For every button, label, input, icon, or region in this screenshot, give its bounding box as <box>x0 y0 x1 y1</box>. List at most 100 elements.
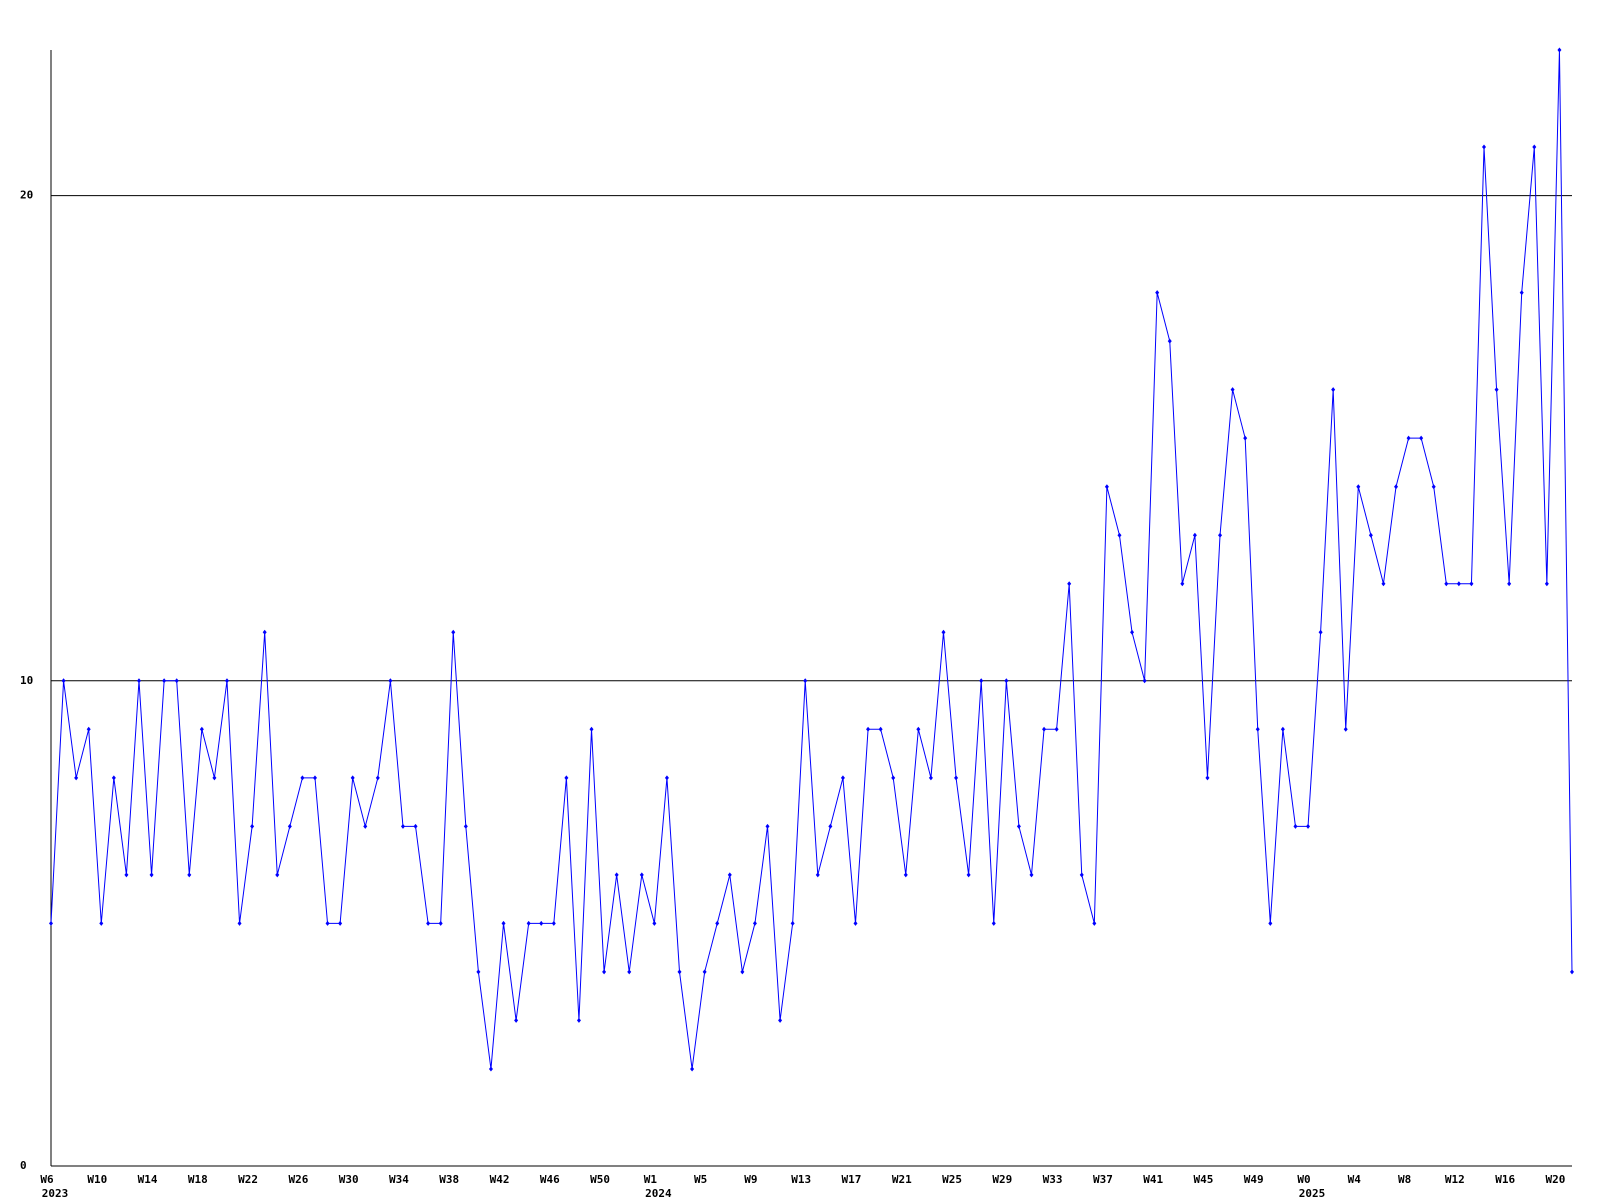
point <box>174 678 179 684</box>
x-tick-label: W29 <box>992 1173 1012 1186</box>
x-tick-label: W30 <box>339 1173 359 1186</box>
point <box>589 726 594 732</box>
point <box>514 1017 519 1023</box>
point <box>1130 629 1135 635</box>
line <box>50 49 1573 1070</box>
point <box>903 872 908 878</box>
point <box>715 920 720 926</box>
point <box>1406 435 1411 441</box>
point <box>1218 532 1223 538</box>
x-tick-label: W18 <box>188 1173 208 1186</box>
point <box>86 726 91 732</box>
point <box>765 823 770 829</box>
point <box>338 920 343 926</box>
x-year-label: 2025 <box>1299 1187 1326 1200</box>
point <box>1268 920 1273 926</box>
point <box>1067 581 1072 587</box>
point <box>476 969 481 975</box>
x-tick-label: W14 <box>138 1173 158 1186</box>
point <box>413 823 418 829</box>
point <box>1494 387 1499 393</box>
point <box>790 920 795 926</box>
x-tick-label: W0 <box>1297 1173 1310 1186</box>
x-tick-label: W8 <box>1398 1173 1411 1186</box>
point <box>966 872 971 878</box>
x-tick-label: W12 <box>1445 1173 1465 1186</box>
point <box>111 775 116 781</box>
point <box>702 969 707 975</box>
point <box>199 726 204 732</box>
point <box>1079 872 1084 878</box>
point <box>1532 144 1537 150</box>
point <box>350 775 355 781</box>
point <box>74 775 79 781</box>
point <box>1280 726 1285 732</box>
x-tick-label: W42 <box>490 1173 510 1186</box>
point <box>1092 920 1097 926</box>
point <box>312 775 317 781</box>
point <box>1394 484 1399 490</box>
x-tick-label: W46 <box>540 1173 560 1186</box>
point <box>375 775 380 781</box>
point <box>627 969 632 975</box>
x-tick-label: W6 <box>40 1173 54 1186</box>
point <box>602 969 607 975</box>
x-tick-label: W20 <box>1545 1173 1565 1186</box>
point <box>1167 338 1172 344</box>
point <box>576 1017 581 1023</box>
point <box>639 872 644 878</box>
point <box>1356 484 1361 490</box>
point <box>224 678 229 684</box>
point <box>212 775 217 781</box>
point <box>1243 435 1248 441</box>
point <box>438 920 443 926</box>
point <box>99 920 104 926</box>
point <box>1381 581 1386 587</box>
point <box>1142 678 1147 684</box>
x-tick-label: W45 <box>1194 1173 1214 1186</box>
point <box>463 823 468 829</box>
point <box>677 969 682 975</box>
point <box>539 920 544 926</box>
point <box>652 920 657 926</box>
point <box>124 872 129 878</box>
point <box>1117 532 1122 538</box>
point <box>954 775 959 781</box>
point <box>136 678 141 684</box>
point <box>1444 581 1449 587</box>
point <box>840 775 845 781</box>
point <box>388 678 393 684</box>
x-tick-label: W38 <box>439 1173 459 1186</box>
point <box>727 872 732 878</box>
point <box>262 629 267 635</box>
x-tick-label: W50 <box>590 1173 610 1186</box>
point <box>237 920 242 926</box>
point <box>1192 532 1197 538</box>
point <box>1519 290 1524 296</box>
point <box>866 726 871 732</box>
y-tick-label: 0 <box>20 1159 27 1172</box>
point <box>752 920 757 926</box>
point <box>1318 629 1323 635</box>
point <box>1557 47 1562 53</box>
point <box>501 920 506 926</box>
x-tick-label: W22 <box>238 1173 258 1186</box>
point <box>1570 969 1574 975</box>
x-tick-label: W21 <box>892 1173 912 1186</box>
point <box>1293 823 1298 829</box>
x-tick-label: W26 <box>288 1173 308 1186</box>
point <box>891 775 896 781</box>
point <box>941 629 946 635</box>
point <box>149 872 154 878</box>
point <box>1331 387 1336 393</box>
point <box>250 823 255 829</box>
point <box>1482 144 1487 150</box>
point <box>828 823 833 829</box>
y-tick-label: 20 <box>20 189 33 202</box>
x-tick-label: W10 <box>87 1173 107 1186</box>
point <box>740 969 745 975</box>
point <box>1368 532 1373 538</box>
x-tick-label: W37 <box>1093 1173 1113 1186</box>
point <box>1230 387 1235 393</box>
